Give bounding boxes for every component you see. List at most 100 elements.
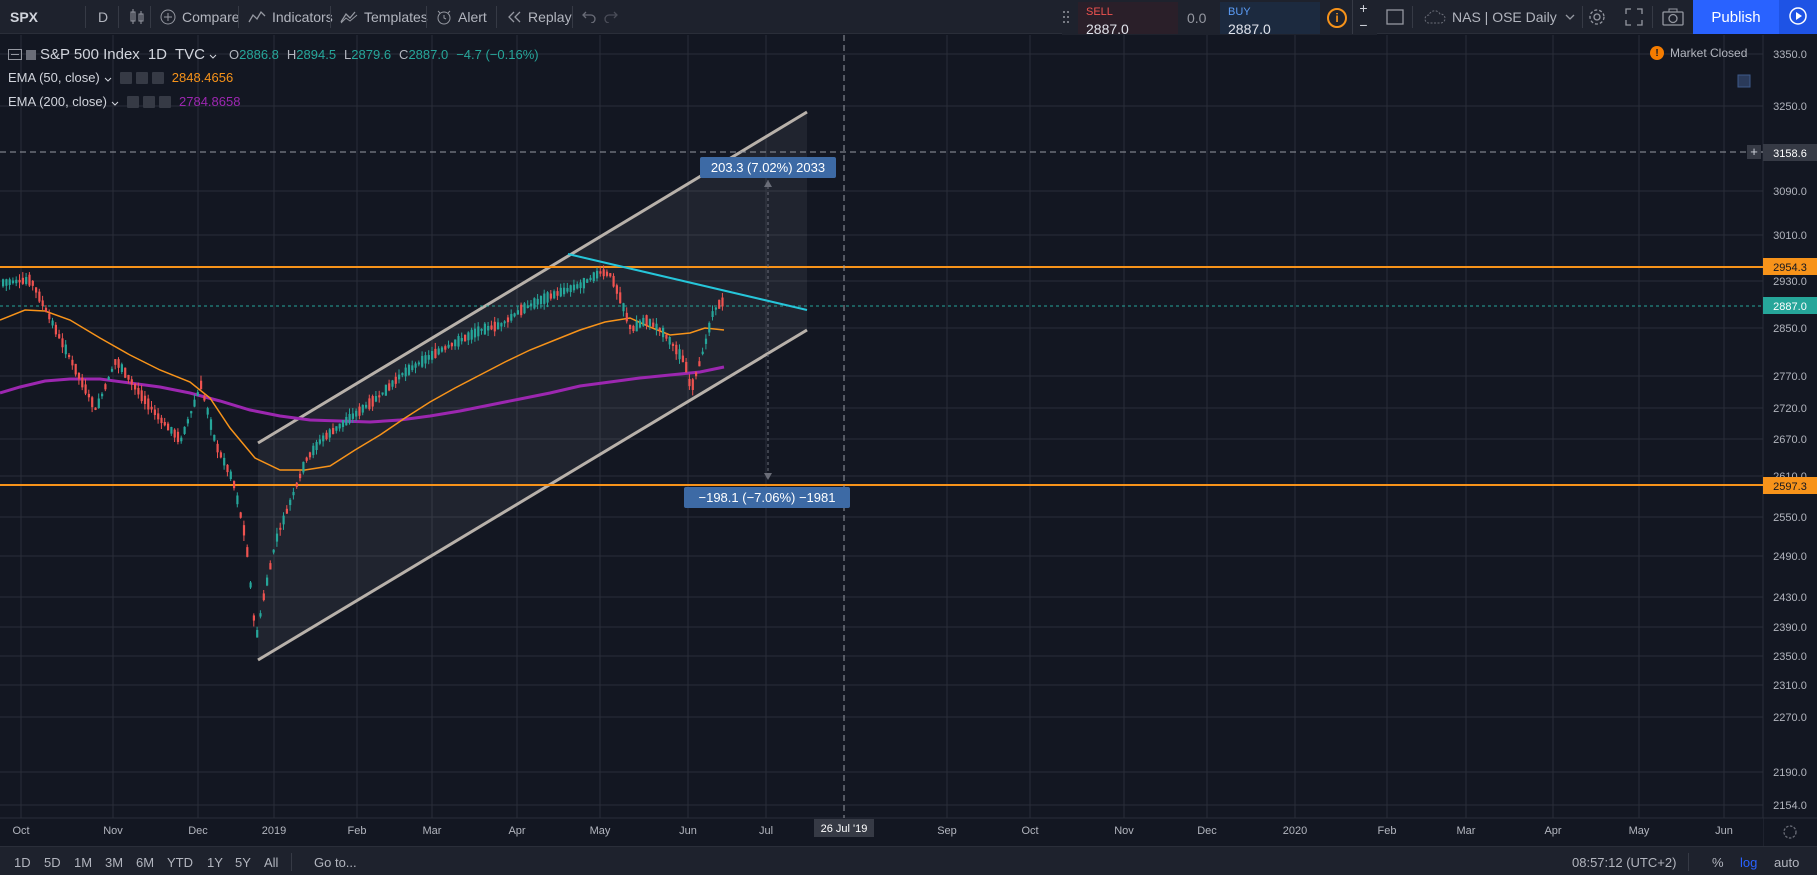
range-all[interactable]: All bbox=[264, 855, 279, 870]
save-icon[interactable] bbox=[1737, 74, 1751, 88]
trading-panel: SELL 2887.0 0.0 BUY 2887.0 i + − bbox=[1062, 0, 1377, 38]
candle bbox=[186, 419, 189, 424]
candle bbox=[526, 305, 529, 309]
toolbar-divider bbox=[85, 6, 86, 28]
candle bbox=[81, 377, 84, 388]
eye-icon[interactable] bbox=[119, 71, 132, 84]
undo-icon bbox=[580, 11, 596, 23]
candle bbox=[615, 285, 618, 294]
chevron-down-icon[interactable] bbox=[209, 47, 217, 62]
percent-scale-toggle[interactable]: % bbox=[1712, 855, 1724, 870]
close-value: 2887.0 bbox=[408, 47, 449, 62]
interval-button[interactable]: D bbox=[98, 9, 109, 25]
candle bbox=[31, 280, 34, 286]
indicators-button[interactable]: Indicators bbox=[248, 0, 333, 34]
collapse-legend-icon[interactable] bbox=[8, 49, 22, 60]
candle bbox=[292, 491, 295, 496]
time-tick-label: 2019 bbox=[262, 825, 286, 837]
candle bbox=[533, 298, 536, 309]
range-3m[interactable]: 3M bbox=[105, 855, 124, 870]
settings-mini-icon[interactable] bbox=[135, 71, 148, 84]
sell-button[interactable]: SELL 2887.0 bbox=[1078, 2, 1178, 36]
range-1d[interactable]: 1D bbox=[14, 855, 31, 870]
candle bbox=[579, 282, 582, 289]
buy-button[interactable]: BUY 2887.0 bbox=[1220, 2, 1320, 37]
auto-scale-toggle[interactable]: auto bbox=[1774, 855, 1800, 870]
stream-button[interactable] bbox=[1779, 0, 1817, 34]
price-axis[interactable] bbox=[1763, 35, 1817, 846]
toolbar-divider bbox=[118, 6, 119, 28]
ema-50-line[interactable] bbox=[0, 309, 725, 471]
candlestick-series[interactable] bbox=[2, 265, 724, 638]
redo-button[interactable] bbox=[604, 0, 626, 34]
alert-button[interactable]: Alert bbox=[436, 0, 487, 34]
quantity-plus-button[interactable]: + bbox=[1352, 0, 1374, 17]
undo-button[interactable] bbox=[580, 0, 602, 34]
settings-button[interactable] bbox=[1587, 0, 1613, 34]
add-level-button[interactable] bbox=[1747, 145, 1761, 159]
time-axis[interactable] bbox=[0, 818, 1763, 846]
settings-mini-icon[interactable] bbox=[143, 95, 155, 108]
candle bbox=[295, 482, 298, 487]
candle bbox=[536, 298, 539, 305]
channel-lower-line[interactable] bbox=[257, 328, 808, 662]
range-6m[interactable]: 6M bbox=[136, 855, 155, 870]
layout-menu-button[interactable]: NAS | OSE Daily bbox=[1424, 0, 1581, 34]
candle bbox=[124, 367, 127, 378]
publish-button[interactable]: Publish bbox=[1693, 0, 1779, 34]
snapshot-button[interactable] bbox=[1662, 0, 1690, 34]
candle bbox=[233, 481, 236, 489]
time-tick-label: Jul bbox=[759, 825, 773, 837]
time-tick-label: 2020 bbox=[1283, 825, 1307, 837]
candle bbox=[2, 279, 5, 287]
axis-settings-gear-icon[interactable] bbox=[1783, 825, 1797, 839]
candle bbox=[655, 323, 658, 331]
ema200-legend[interactable]: EMA (200, close) 2784.8658 bbox=[8, 94, 240, 109]
trendline[interactable] bbox=[567, 253, 808, 311]
goto-button[interactable]: Go to... bbox=[314, 855, 357, 870]
fullscreen-chart-button[interactable] bbox=[1386, 0, 1410, 34]
clock[interactable]: 08:57:12 (UTC+2) bbox=[1572, 855, 1677, 870]
range-1y[interactable]: 1Y bbox=[207, 855, 223, 870]
range-1m[interactable]: 1M bbox=[74, 855, 93, 870]
candle bbox=[460, 337, 463, 342]
candle bbox=[302, 461, 305, 473]
ema-200-line[interactable] bbox=[0, 365, 725, 424]
log-scale-toggle[interactable]: log bbox=[1740, 855, 1758, 870]
candle bbox=[87, 393, 90, 398]
main-series-legend[interactable]: S&P 500 Index 1D TVC O 2886.8 H 2894.5 L 28… bbox=[8, 46, 539, 63]
ema50-legend[interactable]: EMA (50, close) 2848.4656 bbox=[8, 70, 233, 85]
buy-price: 2887.0 bbox=[1228, 21, 1271, 37]
close-icon[interactable] bbox=[159, 95, 171, 108]
range-5y[interactable]: 5Y bbox=[235, 855, 251, 870]
chevron-down-icon[interactable] bbox=[111, 94, 119, 109]
drag-handle[interactable] bbox=[1062, 0, 1076, 34]
range-5d[interactable]: 5D bbox=[44, 855, 61, 870]
bottombar-divider bbox=[291, 853, 292, 871]
templates-button[interactable]: Templates bbox=[340, 0, 428, 34]
candle bbox=[259, 613, 262, 617]
replay-button[interactable]: Replay bbox=[506, 0, 572, 34]
candle bbox=[612, 275, 615, 287]
symbol-search-button[interactable]: SPX bbox=[10, 9, 39, 25]
support-price-label: 2597.3 bbox=[1773, 481, 1807, 493]
candle bbox=[216, 443, 219, 453]
eye-icon[interactable] bbox=[127, 95, 139, 108]
chart-style-button[interactable] bbox=[130, 0, 150, 34]
market-status[interactable]: ! Market Closed bbox=[1650, 46, 1747, 60]
candle bbox=[246, 547, 249, 557]
price-chart[interactable]: 3350.0 3250.0 3090.0 3010.0 2930.0 2850.0 2770… bbox=[0, 35, 1817, 846]
candle bbox=[71, 359, 74, 366]
close-icon[interactable] bbox=[151, 71, 164, 84]
chevron-down-icon[interactable] bbox=[104, 70, 112, 85]
candle bbox=[262, 593, 265, 601]
info-icon[interactable]: i bbox=[1327, 8, 1347, 28]
candle bbox=[193, 399, 196, 407]
fullscreen-button[interactable] bbox=[1625, 0, 1649, 34]
compare-label: Compare bbox=[182, 9, 240, 25]
quantity-minus-button[interactable]: − bbox=[1352, 17, 1374, 34]
compare-button[interactable]: Compare bbox=[160, 0, 240, 34]
candle bbox=[398, 374, 401, 380]
range-ytd[interactable]: YTD bbox=[167, 855, 193, 870]
high-value: 2894.5 bbox=[296, 47, 337, 62]
